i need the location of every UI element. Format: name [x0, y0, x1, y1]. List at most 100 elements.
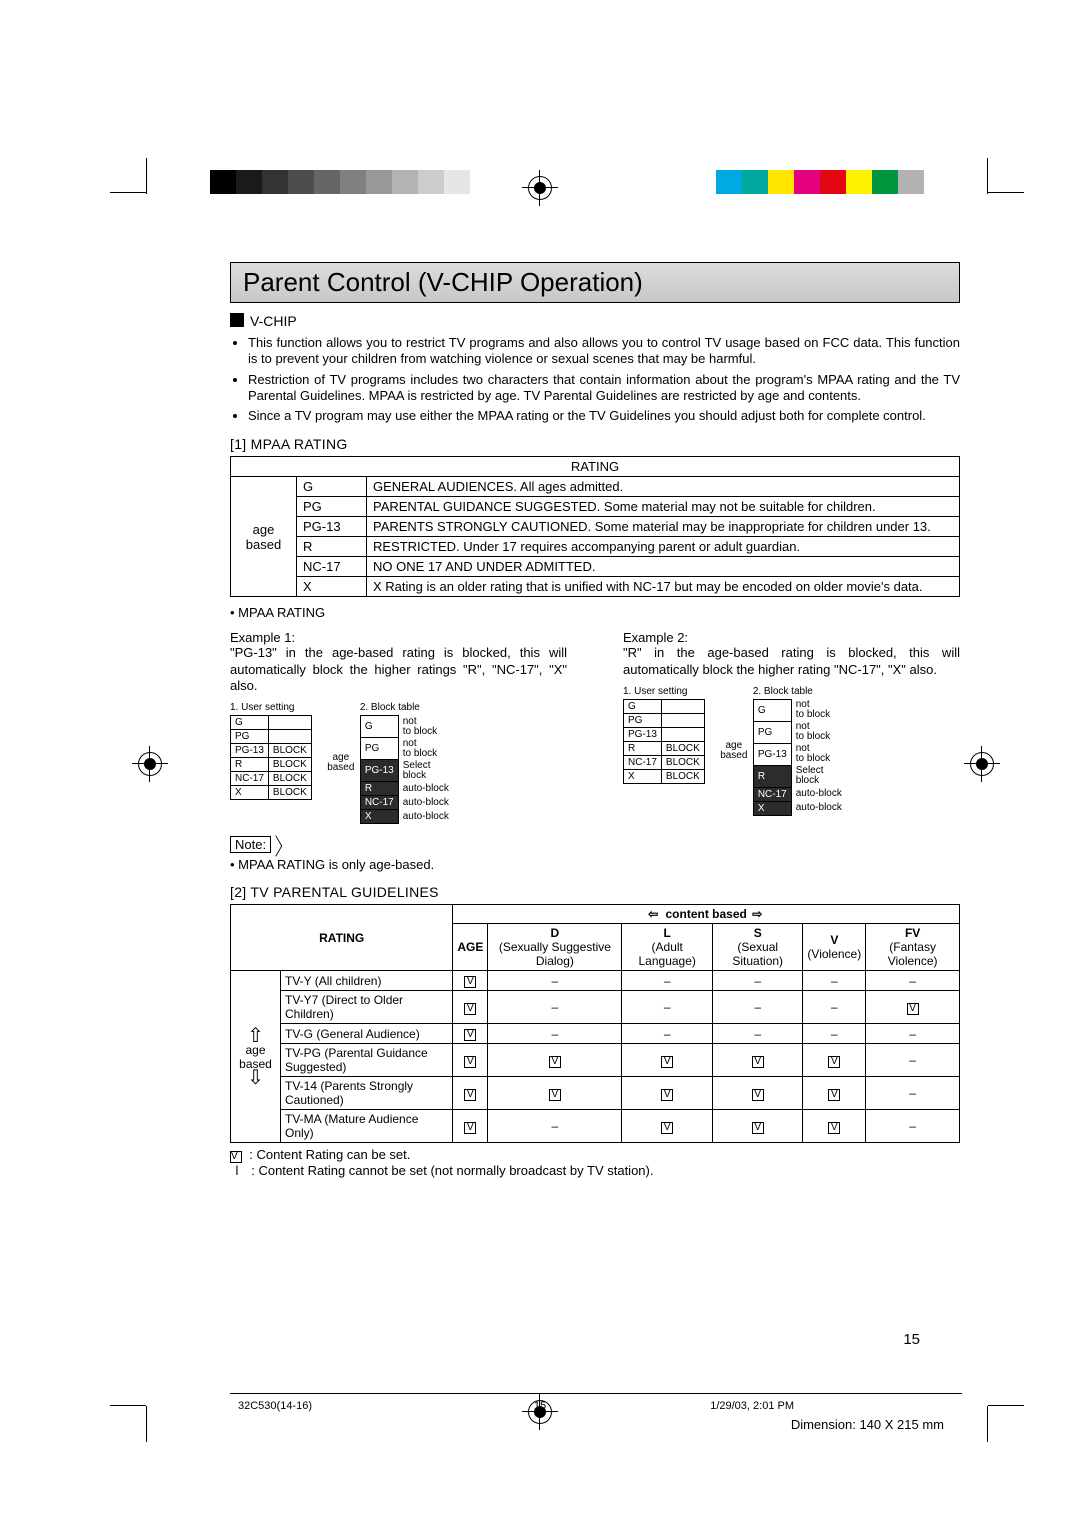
- example2-text: "R" in the age-based rating is blocked, …: [623, 645, 960, 678]
- tvpg-row-label: TV-MA (Mature Audience Only): [281, 1110, 453, 1143]
- tvpg-row-label: TV-PG (Parental Guidance Suggested): [281, 1044, 453, 1077]
- tvpg-cell: V: [622, 1044, 713, 1077]
- chip: [392, 170, 418, 194]
- mpaa-section-heading: [1] MPAA RATING: [230, 436, 960, 452]
- example1-text: "PG-13" in the age-based rating is block…: [230, 645, 567, 694]
- registration-mark: [970, 752, 994, 776]
- vchip-bullet-list: This function allows you to restrict TV …: [230, 335, 960, 424]
- mpaa-code: R: [297, 537, 367, 557]
- chip: [470, 170, 496, 194]
- chip: [742, 170, 768, 194]
- page-number: 15: [903, 1331, 920, 1348]
- ex1-block-title: 2. Block table: [360, 702, 453, 713]
- tvpg-cell: –: [803, 991, 866, 1024]
- chip: [210, 170, 236, 194]
- footer-mid: 15: [534, 1400, 546, 1412]
- mpaa-desc: PARENTAL GUIDANCE SUGGESTED. Some materi…: [367, 497, 960, 517]
- ex2-user-title: 1. User setting: [623, 686, 705, 697]
- tvpg-row-label: TV-Y (All children): [281, 971, 453, 991]
- tvpg-cell: V: [453, 1077, 488, 1110]
- tvpg-cell: V: [622, 1077, 713, 1110]
- tvpg-col-header: D(Sexually Suggestive Dialog): [488, 924, 622, 971]
- footer-left: 32C530(14-16): [238, 1400, 312, 1412]
- ex2-block-title: 2. Block table: [753, 686, 846, 697]
- mpaa-code: PG: [297, 497, 367, 517]
- legend-item: V : Content Rating can be set.: [230, 1147, 960, 1163]
- footer-date: 1/29/03, 2:01 PM: [710, 1400, 794, 1412]
- body-bullet: Restriction of TV programs includes two …: [248, 372, 960, 405]
- tvpg-cell: V: [866, 991, 960, 1024]
- tvpg-row-label: TV-14 (Parents Strongly Cautioned): [281, 1077, 453, 1110]
- tvpg-cell: –: [622, 971, 713, 991]
- tvpg-col-header: S(Sexual Situation): [713, 924, 803, 971]
- tvpg-cell: –: [866, 1077, 960, 1110]
- tvpg-cell: V: [803, 1077, 866, 1110]
- tvpg-group-label: ⇧age based⇩: [231, 971, 281, 1143]
- tvpg-cell: –: [488, 991, 622, 1024]
- tvpg-cell: V: [453, 971, 488, 991]
- grayscale-chips: [210, 170, 496, 194]
- chip: [872, 170, 898, 194]
- crop-mark: [987, 158, 988, 194]
- tvpg-legend: V : Content Rating can be set.l : Conten…: [230, 1147, 960, 1178]
- crop-mark: [987, 1406, 988, 1442]
- mpaa-desc: RESTRICTED. Under 17 requires accompanyi…: [367, 537, 960, 557]
- tvpg-cell: –: [713, 1024, 803, 1044]
- mpaa-code: NC-17: [297, 557, 367, 577]
- tvpg-cell: –: [803, 1024, 866, 1044]
- ex1-block-table: Gnotto blockPGnotto blockPG-13Selectbloc…: [360, 715, 453, 824]
- tvpg-cell: V: [713, 1110, 803, 1143]
- chip: [794, 170, 820, 194]
- ex2-user-table: G PG PG-13 RBLOCKNC-17BLOCKXBLOCK: [623, 699, 705, 784]
- tvpg-cell: –: [622, 1024, 713, 1044]
- age-based-label: age based: [326, 753, 356, 773]
- ex1-user-title: 1. User setting: [230, 702, 312, 713]
- mpaa-code: X: [297, 577, 367, 597]
- note-text: MPAA RATING is only age-based.: [238, 857, 434, 872]
- tvpg-section-heading: [2] TV PARENTAL GUIDELINES: [230, 884, 960, 900]
- tvpg-row-label: TV-Y7 (Direct to Older Children): [281, 991, 453, 1024]
- crop-mark: [110, 192, 146, 193]
- tvpg-col-header: AGE: [453, 924, 488, 971]
- tvpg-cell: –: [713, 971, 803, 991]
- vchip-heading-text: V-CHIP: [250, 313, 297, 329]
- crop-mark: [110, 1405, 146, 1406]
- chip: [340, 170, 366, 194]
- chip: [236, 170, 262, 194]
- tvpg-cell: –: [488, 1110, 622, 1143]
- crop-mark: [146, 1406, 147, 1442]
- registration-mark: [138, 752, 162, 776]
- tvpg-cell: –: [622, 991, 713, 1024]
- chip: [820, 170, 846, 194]
- note-label: Note:: [230, 836, 271, 853]
- crop-mark: [146, 158, 147, 194]
- tvpg-cell: –: [866, 971, 960, 991]
- chip: [898, 170, 924, 194]
- mpaa-desc: X Rating is an older rating that is unif…: [367, 577, 960, 597]
- mpaa-code: G: [297, 477, 367, 497]
- tvpg-cell: V: [453, 1110, 488, 1143]
- tvpg-cell: V: [622, 1110, 713, 1143]
- tvpg-col-header: V(Violence): [803, 924, 866, 971]
- example2-title: Example 2:: [623, 630, 960, 645]
- body-bullet: Since a TV program may use either the MP…: [248, 408, 960, 424]
- crop-mark: [988, 1405, 1024, 1406]
- chip: [444, 170, 470, 194]
- tvpg-cell: V: [713, 1044, 803, 1077]
- chip: [262, 170, 288, 194]
- tvpg-cell: –: [488, 1024, 622, 1044]
- section-title: Parent Control (V-CHIP Operation): [230, 262, 960, 303]
- chip: [768, 170, 794, 194]
- mpaa-rating-table: RATING age basedGGENERAL AUDIENCES. All …: [230, 456, 960, 597]
- tvpg-cell: –: [866, 1024, 960, 1044]
- tvpg-cell: V: [453, 991, 488, 1024]
- ex1-user-table: G PG PG-13BLOCKRBLOCKNC-17BLOCKXBLOCK: [230, 715, 312, 800]
- tvpg-cell: V: [803, 1110, 866, 1143]
- tvpg-cell: V: [488, 1077, 622, 1110]
- tvpg-cell: –: [866, 1044, 960, 1077]
- chip: [366, 170, 392, 194]
- mpaa-header: RATING: [231, 457, 960, 477]
- tvpg-table: RATING⇦ content based ⇨AGED(Sexually Sug…: [230, 904, 960, 1143]
- example-2: Example 2: "R" in the age-based rating i…: [623, 630, 960, 824]
- footer-dimension: Dimension: 140 X 215 mm: [791, 1417, 944, 1432]
